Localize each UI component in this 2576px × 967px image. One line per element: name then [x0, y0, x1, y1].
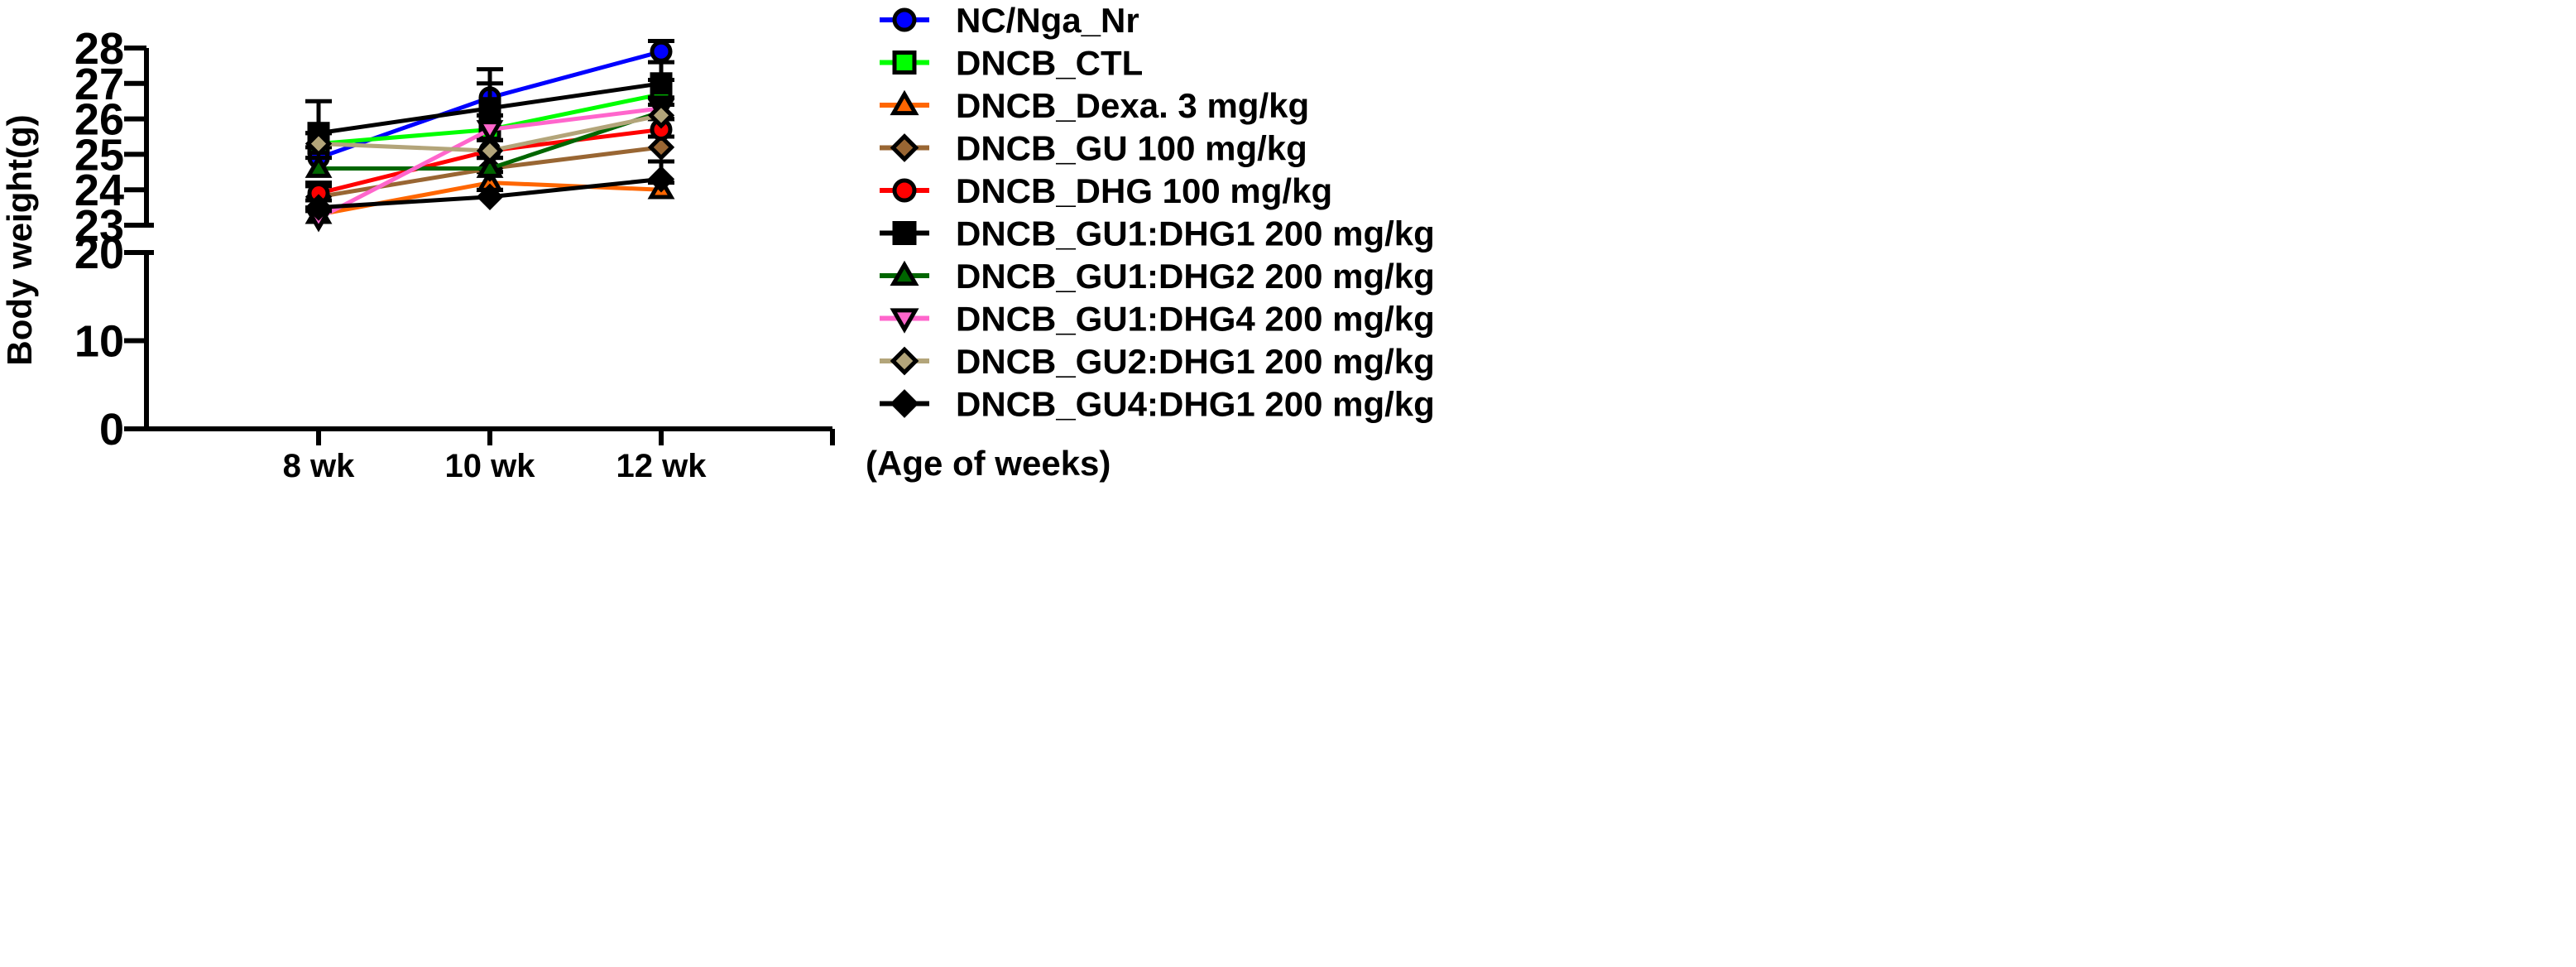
legend-marker [890, 133, 919, 162]
legend-item: DNCB_GU1:DHG1 200 mg/kg [880, 214, 1435, 253]
x-tick-label: 10 wk [445, 448, 536, 484]
data-point [476, 137, 504, 165]
legend-marker [892, 221, 917, 245]
y-tick-label: 24 [74, 166, 124, 215]
legend-marker [892, 51, 917, 75]
y-tick-label: 25 [74, 130, 124, 180]
series-10 [305, 159, 675, 221]
legend-label: DNCB_GU4:DHG1 200 mg/kg [956, 385, 1435, 424]
legend-item: NC/Nga_Nr [880, 1, 1139, 40]
x-axis-title: (Age of weeks) [866, 444, 1111, 483]
legend-label: DNCB_CTL [956, 44, 1143, 83]
data-point [305, 130, 333, 157]
data-point [650, 72, 673, 95]
y-tick-label: 23 [74, 201, 124, 251]
legend-item: DNCB_GU4:DHG1 200 mg/kg [880, 385, 1435, 424]
legend-label: DNCB_Dexa. 3 mg/kg [956, 86, 1309, 125]
legend-item: DNCB_CTL [880, 44, 1143, 83]
legend-marker [890, 389, 919, 418]
data-point [476, 183, 504, 210]
data-point [305, 194, 333, 221]
legend-label: DNCB_GU2:DHG1 200 mg/kg [956, 342, 1435, 381]
legend-marker [890, 260, 919, 286]
legend-label: DNCB_GU1:DHG1 200 mg/kg [956, 214, 1435, 253]
legend-marker [892, 178, 917, 203]
legend-label: DNCB_DHG 100 mg/kg [956, 171, 1332, 210]
series-layer [305, 38, 675, 233]
data-point [647, 102, 675, 129]
legend-marker [892, 7, 917, 32]
legend-item: DNCB_GU1:DHG4 200 mg/kg [880, 300, 1435, 339]
legend-label: DNCB_GU1:DHG2 200 mg/kg [956, 257, 1435, 296]
series-9 [305, 102, 675, 165]
legend-item: DNCB_Dexa. 3 mg/kg [880, 86, 1309, 125]
series-6 [305, 60, 674, 145]
axes [124, 48, 832, 431]
data-point [476, 120, 504, 144]
data-point [647, 166, 675, 193]
data-point [647, 133, 675, 161]
legend-item: DNCB_GU2:DHG1 200 mg/kg [880, 342, 1435, 381]
y-tick-label: 10 [74, 317, 124, 367]
y-axis-title: Body weight(g) [0, 114, 39, 365]
legend-label: NC/Nga_Nr [956, 1, 1139, 40]
y-tick-label: 27 [74, 60, 124, 109]
legend-item: DNCB_GU1:DHG2 200 mg/kg [880, 257, 1435, 296]
y-tick-label: 20 [74, 229, 124, 278]
x-ticks: 8 wk 10 wk 12 wk [283, 429, 835, 484]
data-point [476, 154, 504, 178]
legend-item: DNCB_DHG 100 mg/kg [880, 171, 1332, 210]
x-tick-label: 12 wk [616, 448, 708, 484]
legend-marker [890, 308, 919, 334]
y-tick-label: 28 [74, 24, 124, 74]
y-tick-label: 26 [74, 95, 124, 145]
legend-label: DNCB_GU1:DHG4 200 mg/kg [956, 300, 1435, 339]
legend-item: DNCB_GU 100 mg/kg [880, 129, 1307, 168]
data-point [305, 154, 333, 178]
y-tick-label: 0 [99, 405, 124, 455]
legend-marker [890, 89, 919, 116]
data-point [650, 40, 673, 63]
legend-marker [890, 346, 919, 376]
legend-label: DNCB_GU 100 mg/kg [956, 129, 1307, 168]
x-tick-label: 8 wk [283, 448, 355, 484]
